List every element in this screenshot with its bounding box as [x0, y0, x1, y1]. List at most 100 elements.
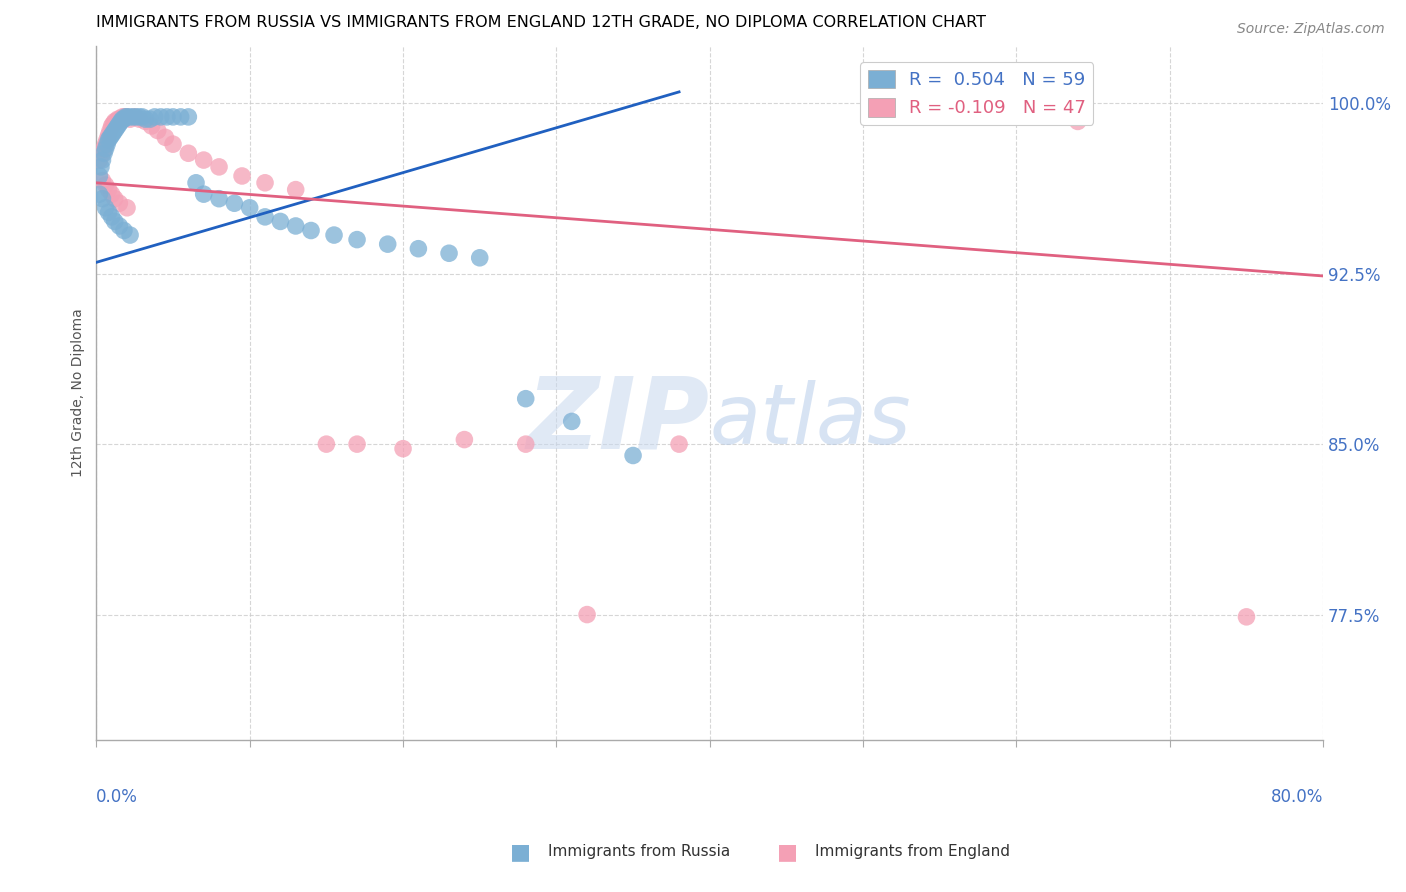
Point [93, 142, 115, 156]
Text: 80.0%: 80.0% [1271, 788, 1323, 806]
Point [621, 449, 644, 463]
Point [162, 137, 184, 152]
Point [107, 112, 129, 127]
Point [177, 110, 200, 124]
Point [110, 112, 132, 127]
Point [91, 192, 114, 206]
Point [112, 223, 135, 237]
Point [254, 210, 277, 224]
Point [239, 201, 262, 215]
Point [1067, 114, 1090, 128]
Point [110, 114, 132, 128]
Point [108, 117, 131, 131]
Point [94, 137, 117, 152]
Point [184, 176, 207, 190]
Point [115, 110, 138, 124]
Point [193, 153, 215, 167]
Point [108, 196, 131, 211]
Point [134, 114, 156, 128]
Point [1236, 610, 1258, 624]
Point [453, 433, 475, 447]
Point [208, 160, 231, 174]
Point [299, 223, 322, 237]
Y-axis label: 12th Grade, No Diploma: 12th Grade, No Diploma [72, 309, 86, 477]
Point [128, 110, 150, 124]
Point [105, 121, 128, 136]
Point [89, 153, 111, 167]
Point [105, 114, 128, 128]
Point [149, 110, 172, 124]
Point [162, 110, 184, 124]
Text: Immigrants from England: Immigrants from England [815, 845, 1011, 859]
Point [111, 110, 134, 124]
Point [114, 110, 136, 124]
Point [193, 187, 215, 202]
Point [515, 392, 537, 406]
Point [97, 133, 120, 147]
Point [89, 169, 111, 183]
Text: 0.0%: 0.0% [97, 788, 138, 806]
Point [146, 123, 169, 137]
Text: atlas: atlas [710, 380, 911, 461]
Point [392, 442, 415, 456]
Point [468, 251, 491, 265]
Point [155, 130, 177, 145]
Point [131, 110, 153, 124]
Point [100, 210, 122, 224]
Point [97, 183, 120, 197]
Point [139, 112, 162, 127]
Text: ZIP: ZIP [527, 372, 710, 469]
Point [437, 246, 460, 260]
Point [315, 437, 337, 451]
Point [346, 437, 368, 451]
Point [134, 112, 156, 127]
Point [112, 110, 135, 124]
Point [96, 137, 118, 152]
Point [668, 437, 690, 451]
Point [90, 160, 112, 174]
Point [91, 173, 114, 187]
Point [170, 110, 193, 124]
Point [115, 110, 138, 124]
Point [346, 233, 368, 247]
Point [408, 242, 430, 256]
Point [269, 214, 291, 228]
Point [108, 112, 131, 127]
Point [93, 146, 115, 161]
Point [124, 110, 146, 124]
Point [141, 119, 163, 133]
Point [91, 146, 114, 161]
Point [120, 112, 142, 127]
Point [107, 119, 129, 133]
Text: Immigrants from Russia: Immigrants from Russia [548, 845, 731, 859]
Point [104, 214, 127, 228]
Point [97, 128, 120, 142]
Point [112, 112, 135, 127]
Point [284, 183, 307, 197]
Point [125, 110, 148, 124]
Point [100, 128, 122, 142]
Point [94, 201, 117, 215]
Point [177, 146, 200, 161]
Point [143, 110, 166, 124]
Point [377, 237, 399, 252]
Point [284, 219, 307, 233]
Point [98, 130, 121, 145]
Point [254, 176, 277, 190]
Text: ■: ■ [778, 842, 797, 862]
Point [323, 228, 346, 243]
Point [91, 153, 114, 167]
Point [94, 142, 117, 156]
Point [115, 201, 138, 215]
Point [100, 187, 122, 202]
Point [208, 192, 231, 206]
Point [98, 123, 121, 137]
Point [104, 123, 127, 137]
Point [224, 196, 246, 211]
Point [94, 178, 117, 192]
Point [561, 414, 583, 428]
Point [108, 219, 131, 233]
Point [103, 126, 125, 140]
Point [122, 110, 145, 124]
Point [104, 114, 127, 128]
